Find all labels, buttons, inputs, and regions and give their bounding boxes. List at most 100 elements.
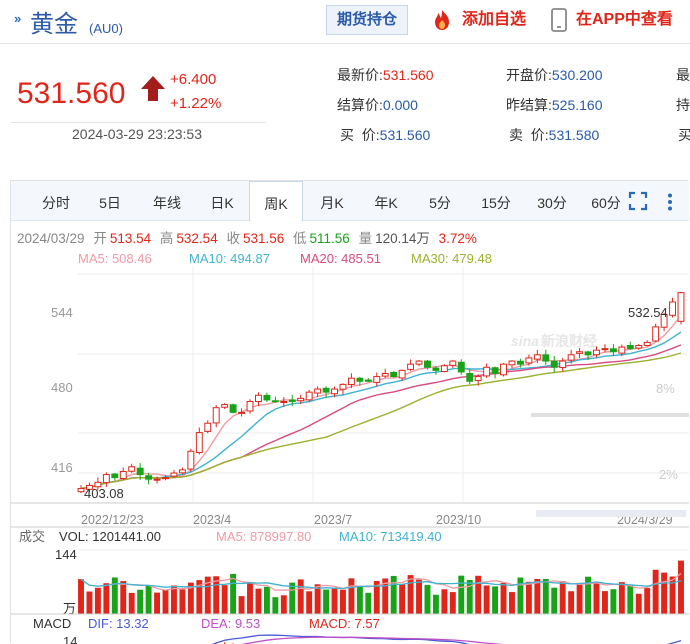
candle-body [170, 472, 178, 477]
kline-chart[interactable]: 2024/03/29 开 513.54 高 532.54 收 531.56 低 511.… [11, 221, 689, 644]
candle-body [153, 478, 161, 481]
volume-bar [610, 589, 617, 614]
volume-bar [348, 578, 355, 614]
volume-bar [94, 587, 101, 614]
volume-bar [179, 589, 186, 614]
quote-field-prev-settle: 昨结算:525.160 [506, 97, 603, 113]
price-change: +6.400 [170, 71, 217, 88]
macd-dif: DIF: 13.32 [88, 616, 149, 631]
quote-field-overflow-1: 最 [676, 67, 690, 83]
volume-bar [365, 592, 372, 614]
tab-5min[interactable]: 5分 [429, 195, 451, 211]
volume-bar [306, 591, 313, 614]
open-in-app-button[interactable]: 在APP中查看 [550, 6, 673, 34]
candle-body [576, 351, 584, 354]
candle-body [567, 354, 575, 361]
ma20-label: MA20: 485.51 [300, 251, 381, 266]
candle-body [305, 391, 313, 401]
candle-body [331, 388, 338, 395]
volume-bar [652, 569, 659, 614]
candle-body [483, 366, 491, 377]
volume-bar [551, 587, 558, 614]
volume-bar [145, 585, 152, 614]
volume-bar [297, 579, 304, 614]
max-price-label: 532.54 [628, 305, 668, 320]
candle-body [609, 348, 617, 353]
volume-bar [466, 579, 473, 614]
volume-bar [128, 592, 135, 614]
ohlc-info: 2024/03/29 开 513.54 高 532.54 收 531.56 低 511.… [17, 230, 477, 246]
candle-body [491, 367, 499, 374]
add-watchlist-button[interactable]: 添加自选 [428, 6, 526, 34]
candle-body [398, 369, 406, 379]
tab-daily-k[interactable]: 日K [210, 195, 234, 211]
fullscreen-icon[interactable] [628, 191, 648, 211]
candle-body [415, 360, 423, 365]
candle-body [145, 475, 153, 480]
volume-bar [263, 586, 270, 614]
candle-body [525, 357, 533, 364]
candle-body [533, 354, 541, 360]
volume-bar [137, 589, 144, 614]
futures-position-button[interactable]: 期货持仓 [326, 5, 408, 35]
volume-bar [678, 560, 684, 614]
tab-yearly-k[interactable]: 年K [374, 195, 398, 211]
macd-axis-top: 14 [63, 634, 77, 644]
sina-watermark: sina 新浪财经 [511, 333, 597, 349]
candle-body [457, 361, 465, 373]
volume-bar [154, 592, 161, 614]
volume-bar [103, 583, 110, 614]
quote-field-settle: 结算价:0.000 [337, 97, 418, 113]
pct-axis-8: 8% [656, 381, 675, 396]
candle-body [601, 348, 609, 351]
candle-body [339, 383, 347, 390]
ma30-label: MA30: 479.48 [411, 251, 492, 266]
volume-bars [78, 560, 684, 614]
price-axis-416: 416 [51, 460, 73, 475]
header: » 黄金 (AU0) 期货持仓 添加自选 在APP中查看 [0, 0, 690, 44]
ma10-label: MA10: 494.87 [189, 251, 270, 266]
volume-bar [238, 596, 245, 614]
candle-body [677, 292, 685, 322]
tab-60min[interactable]: 60分 [591, 195, 621, 211]
quote-field-overflow-2: 持 [676, 97, 690, 113]
candle-body [669, 301, 677, 316]
volume-bar [492, 586, 499, 614]
quote-field-ask: 卖 价:531.580 [509, 127, 600, 143]
volume-bar [500, 582, 507, 614]
candle-body [635, 345, 643, 349]
more-vertical-icon[interactable] [667, 193, 673, 211]
volume-bar [289, 582, 296, 614]
candle-body [432, 367, 440, 371]
volume-bar [568, 591, 575, 614]
candle-body [77, 488, 85, 493]
ma30-line [80, 352, 682, 490]
volume-bar [331, 587, 338, 614]
candle-body [263, 394, 271, 401]
tab-monthly-k[interactable]: 月K [320, 195, 344, 211]
tab-year-line[interactable]: 年线 [153, 195, 181, 211]
volume-bar [382, 578, 389, 614]
macd-title: MACD [33, 616, 71, 631]
volume-ma-lines [80, 572, 682, 591]
min-price-label: 403.08 [84, 486, 124, 501]
ma-legend: MA5: 508.46 MA10: 494.87 MA20: 485.51 MA… [78, 251, 492, 266]
candle-body [542, 354, 550, 362]
volume-bar [441, 589, 448, 614]
volume-axis-top: 144 [55, 547, 77, 562]
tab-15min[interactable]: 15分 [481, 195, 511, 211]
candle-body [195, 432, 203, 454]
candle-body [618, 346, 626, 354]
page-title: 黄金 [30, 11, 78, 38]
tab-fenshi[interactable]: 分时 [42, 195, 70, 211]
volume-bar [517, 577, 524, 614]
tab-weekly-k[interactable]: 周K [249, 181, 303, 222]
volume-bar [280, 595, 287, 614]
tab-30min[interactable]: 30分 [537, 195, 567, 211]
candle-body [111, 473, 119, 479]
tab-5day[interactable]: 5日 [99, 195, 121, 211]
volume-ma10-line [80, 578, 682, 590]
range-scrollbar[interactable] [536, 510, 686, 517]
price-change-pct: +1.22% [170, 95, 222, 112]
quote-field-bid: 买 价:531.560 [340, 127, 431, 143]
